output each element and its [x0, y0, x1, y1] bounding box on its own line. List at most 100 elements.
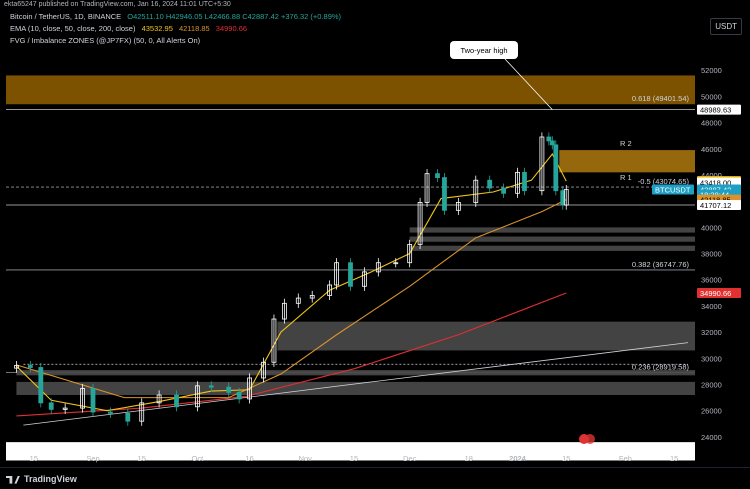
candle-body-7 — [107, 411, 113, 414]
candle-body-40 — [546, 136, 552, 142]
candle-body-13 — [208, 385, 214, 388]
y-tick-5: 34000 — [701, 302, 722, 311]
candle-body-37 — [515, 171, 520, 194]
candle-body-32 — [442, 177, 447, 211]
price-tag-7: 34990.66 — [700, 289, 731, 298]
r-zone-0 — [559, 150, 695, 173]
ema-label: EMA (10, close, 50, close, 200, close) — [10, 24, 136, 33]
currency-label[interactable]: USDT — [710, 18, 742, 35]
candle-body-28 — [407, 243, 413, 264]
y-tick-1: 26000 — [701, 407, 722, 416]
fib-label-3: 0.236 (28919.58) — [632, 362, 690, 371]
x-tick-8: 18 — [465, 454, 473, 463]
fvg-zone-3 — [277, 321, 695, 351]
footer-bar: TradingView — [0, 467, 750, 489]
x-tick-9: 2024 — [509, 454, 527, 463]
candle-body-42 — [553, 144, 559, 192]
r-zone-label-0: R 2 — [620, 139, 632, 148]
fib-label-2: 0.382 (36747.76) — [632, 260, 690, 269]
candle-body-15 — [236, 391, 242, 400]
candle-body-11 — [174, 394, 179, 408]
top-publish-line: ekta65247 published on TradingView.com, … — [4, 1, 231, 8]
tradingview-logo-icon — [6, 475, 20, 484]
candle-body-25 — [362, 271, 367, 287]
event-flag-icon-2 — [585, 434, 595, 444]
y-tick-0: 24000 — [701, 433, 722, 442]
price-tag-2: 43418.00 — [700, 179, 731, 188]
symbol-label[interactable]: Bitcoin / TetherUS, 1D, BINANCE — [10, 12, 122, 21]
ema50-value: 42118.85 — [178, 24, 210, 33]
legend-ema-row[interactable]: EMA (10, close, 50, close, 200, close) 4… — [10, 24, 251, 33]
x-tick-0: 15 — [30, 454, 38, 463]
candle-body-29 — [417, 202, 423, 245]
x-tick-5: Nov — [299, 454, 313, 463]
bottom-band — [6, 442, 695, 461]
x-tick-1: Sep — [86, 454, 99, 463]
annotation-box — [450, 41, 518, 59]
candle-body-9 — [139, 402, 145, 422]
candle-body-43 — [560, 190, 566, 206]
candle-body-38 — [522, 171, 527, 192]
candle-body-23 — [334, 262, 339, 286]
annotation-text: Two-year high — [460, 46, 507, 55]
symbol-tag-bg — [652, 184, 694, 195]
candle-body-0 — [14, 365, 19, 369]
candle-body-20 — [295, 297, 301, 304]
candle-body-8 — [125, 412, 131, 422]
candle-body-14 — [226, 386, 232, 393]
candle-body-10 — [156, 394, 162, 404]
fvg-zone-0 — [409, 227, 695, 233]
legend-symbol-row: Bitcoin / TetherUS, 1D, BINANCE O42511.1… — [10, 12, 345, 21]
tradingview-logo[interactable]: TradingView — [6, 474, 77, 484]
candle-body-16 — [247, 377, 252, 400]
fib-zone-0 — [6, 75, 695, 105]
price-tag-0: 48989.63 — [700, 106, 731, 115]
candle-body-19 — [281, 302, 287, 320]
annotation-pointer — [504, 58, 553, 110]
trendline-0 — [23, 342, 689, 426]
y-tick-14: 52000 — [701, 66, 722, 75]
fvg-zone-1 — [409, 236, 695, 242]
candle-body-34 — [473, 179, 479, 203]
y-tick-6: 36000 — [701, 276, 722, 285]
x-tick-11: Feb — [619, 454, 632, 463]
y-tick-3: 30000 — [701, 354, 722, 363]
candle-body-35 — [487, 179, 493, 189]
candle-body-36 — [501, 187, 507, 194]
candle-body-39 — [539, 136, 545, 192]
candle-body-33 — [455, 202, 461, 211]
x-tick-3: Oct — [192, 454, 205, 463]
candle-body-2 — [38, 367, 44, 404]
candle-body-27 — [393, 262, 399, 265]
candle-body-26 — [375, 262, 381, 273]
fvg-zone-2 — [409, 245, 695, 251]
candle-body-30 — [424, 173, 430, 203]
x-tick-6: 15 — [350, 454, 358, 463]
candle-body-22 — [327, 284, 333, 296]
candle-body-31 — [435, 173, 440, 178]
tradingview-logo-text: TradingView — [24, 474, 77, 484]
x-tick-12: 15 — [670, 454, 678, 463]
candle-body-1 — [27, 365, 33, 368]
fib-label-0: 0.618 (49401.54) — [632, 94, 690, 103]
candle-body-17 — [261, 361, 266, 379]
candle-body-12 — [194, 385, 200, 408]
fvg-label: FVG / Imbalance ZONES (@JP7FX) (50, 0, A… — [10, 36, 201, 45]
candle-body-3 — [48, 402, 54, 410]
candle-body-41 — [549, 140, 555, 146]
fvg-zone-4 — [16, 370, 696, 376]
y-tick-12: 48000 — [701, 119, 722, 128]
candle-body-44 — [563, 189, 569, 206]
r-zone-label-1: R 1 — [620, 173, 632, 182]
ema200-line — [16, 292, 567, 417]
y-tick-11: 46000 — [701, 145, 722, 154]
price-tag-bg-7 — [697, 287, 741, 298]
ema200-value: 34990.66 — [215, 24, 248, 33]
legend-fvg-row[interactable]: FVG / Imbalance ZONES (@JP7FX) (50, 0, A… — [10, 36, 204, 45]
candle-body-21 — [309, 295, 315, 299]
candle-body-5 — [80, 388, 85, 409]
fib-label-1: -0.5 (43074.65) — [638, 177, 690, 186]
x-tick-2: 15 — [138, 454, 146, 463]
y-tick-4: 32000 — [701, 328, 722, 337]
